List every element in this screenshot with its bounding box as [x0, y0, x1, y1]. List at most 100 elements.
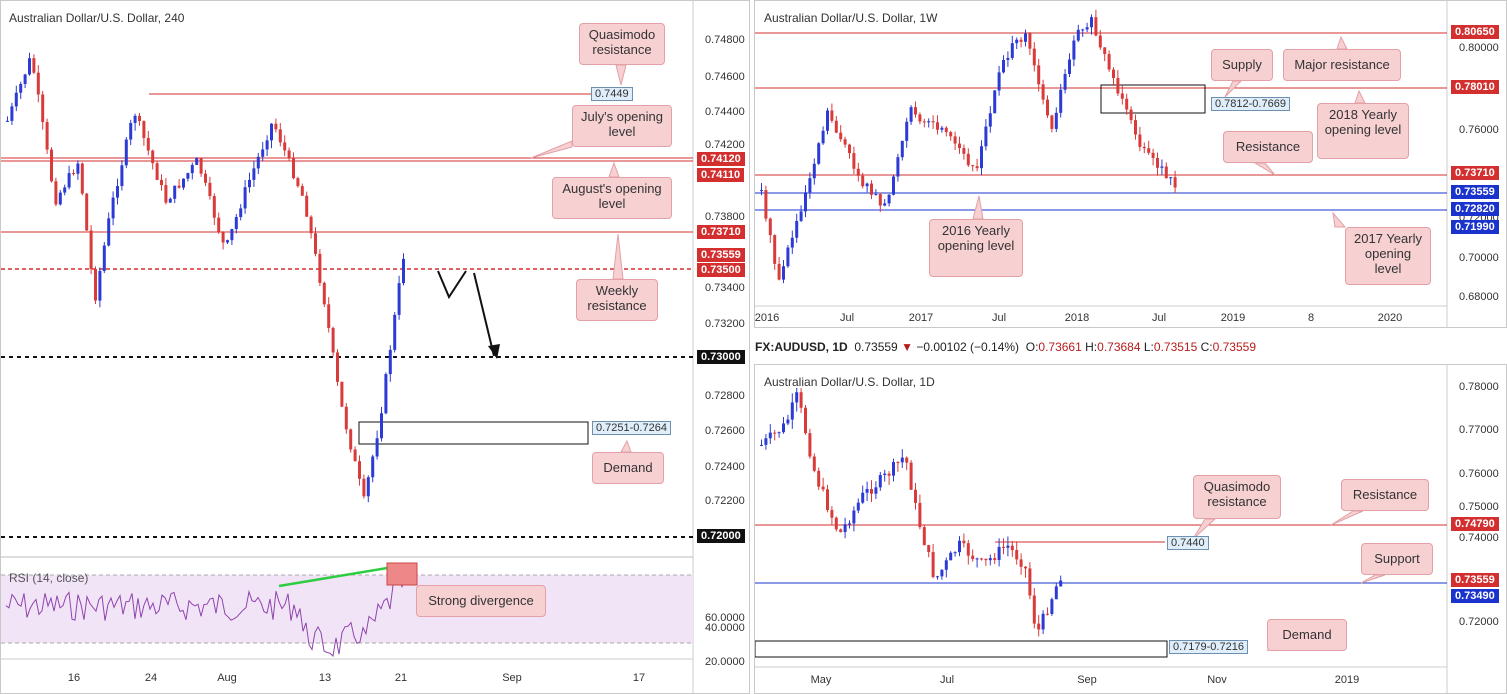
open-value: 0.73661	[1038, 340, 1082, 354]
weekly-candle-body	[940, 127, 944, 130]
h4-candle-body	[111, 197, 115, 219]
daily-candle-body	[1037, 623, 1041, 630]
weekly-candle-body	[812, 163, 816, 179]
callout-pointer	[972, 195, 984, 220]
close-label: C:	[1200, 340, 1213, 354]
h4-candle-body	[292, 157, 295, 179]
weekly-candle-body	[922, 121, 926, 123]
time-tick-label: Sep	[502, 672, 522, 684]
h4-candle-body	[349, 429, 353, 450]
weekly-candle-body	[944, 127, 948, 133]
h4-candle-body	[300, 186, 304, 196]
callout-supply: Supply	[1211, 49, 1273, 81]
h4-candle-body	[252, 168, 256, 180]
weekly-candle-body	[826, 110, 829, 131]
h4-candle-body	[36, 72, 40, 95]
h4-candle-body	[261, 149, 265, 157]
weekly-candle-body	[856, 168, 860, 176]
h4-chart-panel[interactable]: 0.74800 0.74600 0.74400 0.74200 0.73800 0.734…	[0, 0, 750, 694]
price-tick-label: 0.70000	[1459, 252, 1499, 264]
daily-candle-body	[826, 489, 829, 511]
time-tick-label: 2017	[909, 312, 933, 324]
rsi-title: RSI (14, close)	[9, 571, 89, 585]
price-tick-label: 0.76000	[1459, 124, 1499, 136]
daily-candle-body	[764, 438, 768, 445]
tag-0.74110: 0.74110	[697, 168, 745, 182]
callout-strong-divergence: Strong divergence	[416, 585, 546, 617]
down-arrow-icon: ▼	[901, 340, 913, 354]
daily-candle-body	[839, 529, 843, 533]
daily-candle-body	[936, 576, 939, 578]
low-value: 0.73515	[1153, 340, 1198, 354]
price-tick-label: 0.80000	[1459, 42, 1499, 54]
h4-candle-body	[160, 179, 163, 186]
h4-candle-body	[94, 269, 97, 301]
tag-0.73559-daily: 0.73559	[1451, 573, 1499, 587]
h4-candle-body	[217, 217, 221, 232]
label-supply-zone: 0.7812-0.7669	[1211, 97, 1290, 111]
h4-candle-body	[168, 198, 172, 203]
h4-candle-body	[366, 477, 370, 497]
daily-candle-body	[834, 517, 838, 530]
daily-candle-body	[874, 487, 878, 494]
weekly-candle-body	[865, 183, 869, 187]
weekly-candle-body	[1015, 39, 1019, 44]
h4-candle-body	[397, 283, 401, 315]
weekly-candle-body	[1138, 134, 1142, 147]
h4-candle-body	[124, 139, 128, 166]
price-tick-label: 0.78000	[1459, 381, 1499, 393]
callout-pointer	[1354, 89, 1366, 104]
weekly-candle-body	[1098, 35, 1102, 48]
daily-candle-body	[1032, 595, 1036, 624]
weekly-candle-body	[843, 139, 847, 145]
tag-0.73000: 0.73000	[697, 350, 745, 364]
h4-candle-body	[234, 217, 238, 230]
h4-candle-body	[67, 173, 71, 188]
rsi-tick-label: 40.0000	[705, 622, 745, 634]
daily-candle-body	[918, 502, 922, 528]
h4-candle-body	[142, 121, 146, 138]
callout-augusts-opening-level: August's opening level	[552, 177, 672, 219]
h4-candle-body	[256, 156, 260, 169]
daily-candle-body	[1028, 568, 1032, 596]
daily-candle-body	[980, 558, 983, 560]
weekly-candle-body	[1169, 177, 1173, 179]
tag-0.80650: 0.80650	[1451, 25, 1499, 39]
callout-pointer	[612, 233, 624, 280]
weekly-candle-body	[958, 143, 961, 149]
daily-candle-body	[1019, 559, 1023, 567]
price-tick-label: 0.74200	[705, 139, 745, 151]
daily-candle-body	[1002, 546, 1005, 548]
weekly-candle-body	[1010, 43, 1014, 58]
tag-0.72000: 0.72000	[697, 529, 745, 543]
daily-candle-body	[1041, 613, 1045, 630]
h4-candle-body	[380, 413, 383, 439]
weekly-candle-body	[1024, 33, 1027, 42]
weekly-candle-body	[1046, 99, 1049, 116]
h4-candle-body	[19, 83, 23, 93]
weekly-candle-body	[1028, 33, 1032, 49]
weekly-candle-body	[830, 110, 834, 121]
time-tick-label: Jul	[1152, 312, 1166, 324]
h4-candle-body	[204, 173, 207, 183]
high-label: H:	[1085, 340, 1098, 354]
daily-candle-body	[843, 524, 847, 533]
daily-candle-body	[892, 462, 895, 476]
h4-candle-body	[309, 216, 313, 234]
weekly-candle-body	[1142, 146, 1146, 149]
daily-candle-body	[808, 433, 812, 457]
weekly-candle-body	[1120, 93, 1124, 99]
h4-candle-body	[208, 182, 212, 197]
daily-candle-body	[962, 540, 966, 544]
callout-quasimodo-resistance: Quasimodo resistance	[579, 23, 665, 65]
label-level-7449: 0.7449	[591, 87, 633, 101]
weekly-candle-body	[1059, 89, 1063, 113]
weekly-candle-body	[786, 247, 790, 267]
daily-chart-panel[interactable]: 0.78000 0.77000 0.76000 0.75000 0.74000 0.720…	[754, 364, 1507, 694]
callout-resistance: Resistance	[1223, 131, 1313, 163]
weekly-chart-panel[interactable]: 0.80000 0.76000 0.72000 0.70000 0.68000 2016 J…	[754, 0, 1507, 328]
daily-candle-body	[922, 527, 926, 546]
h4-candle-body	[164, 185, 168, 203]
weekly-candle-body	[839, 132, 843, 140]
